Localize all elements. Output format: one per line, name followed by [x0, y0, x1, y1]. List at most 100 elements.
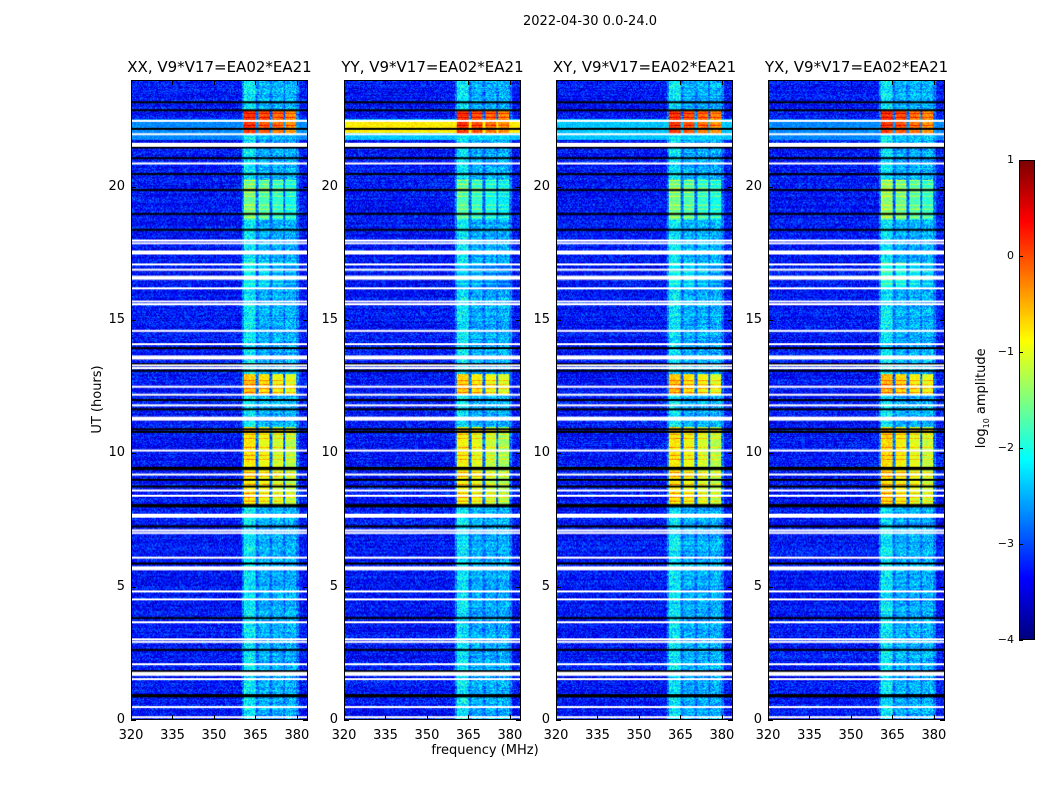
y-tick-mark [940, 186, 945, 188]
y-tick-mark [516, 453, 521, 455]
colorbar-label: log10 amplitude [974, 331, 991, 466]
y-tick-mark [303, 720, 308, 721]
panel-title: XY, V9*V17=EA02*EA21 [552, 58, 737, 76]
x-tick-mark [892, 715, 894, 720]
x-tick-mark [809, 80, 811, 85]
y-tick-label: 0 [116, 712, 125, 727]
spectrogram-panel: YY, V9*V17=EA02*EA21 320 335 350 365 380 0 5 10 1… [321, 58, 523, 743]
x-tick-mark [131, 715, 132, 720]
x-tick-label: 365 [668, 728, 693, 743]
x-tick-label: 380 [284, 728, 310, 743]
spectrogram-heatmap [131, 80, 308, 720]
colorbar-label-sub: 10 [981, 418, 991, 429]
y-tick-mark [768, 586, 773, 588]
x-tick-mark [385, 715, 387, 720]
y-tick-label: 5 [329, 578, 338, 594]
colorbar-tick-mark [1019, 544, 1023, 545]
x-tick-mark [509, 80, 511, 85]
y-tick-label: 0 [753, 712, 762, 727]
x-tick-mark [768, 715, 769, 720]
x-tick-label: 335 [160, 728, 185, 743]
y-tick-mark [131, 586, 136, 588]
y-tick-mark [516, 720, 521, 721]
x-tick-mark [296, 715, 298, 720]
y-tick-label: 10 [321, 445, 338, 461]
x-tick-mark [721, 80, 723, 85]
colorbar-label-suffix: amplitude [974, 348, 990, 419]
y-tick-mark [131, 720, 136, 721]
y-tick-mark [728, 186, 733, 188]
y-tick-label: 5 [116, 578, 125, 594]
y-tick-mark [768, 453, 773, 455]
colorbar-tick-label: −4 [997, 633, 1014, 646]
x-tick-mark [597, 715, 599, 720]
y-tick-label: 10 [533, 445, 550, 461]
x-tick-mark [850, 715, 852, 720]
y-tick-mark [303, 453, 308, 455]
y-tick-label: 10 [745, 445, 762, 461]
x-tick-label: 365 [456, 728, 481, 743]
x-tick-label: 380 [709, 728, 735, 743]
panel-title: XX, V9*V17=EA02*EA21 [127, 58, 312, 76]
colorbar-tick-label: −1 [997, 345, 1014, 358]
y-tick-mark [940, 320, 945, 321]
x-tick-mark [468, 715, 470, 720]
spectrogram-panel: XY, V9*V17=EA02*EA21 320 335 350 365 380 0 5 10 1… [533, 58, 736, 743]
x-tick-label: 320 [118, 728, 144, 743]
y-tick-mark [728, 720, 733, 721]
x-tick-label: 335 [585, 728, 610, 743]
x-tick-mark [255, 715, 257, 720]
x-tick-mark [638, 80, 640, 85]
x-tick-mark [131, 80, 132, 85]
y-tick-label: 15 [533, 312, 550, 327]
y-tick-mark [556, 720, 561, 721]
x-tick-mark [933, 80, 935, 85]
y-tick-label: 20 [108, 178, 125, 194]
x-tick-mark [850, 80, 852, 85]
y-tick-label: 10 [108, 445, 125, 461]
x-tick-mark [638, 715, 640, 720]
y-tick-mark [516, 586, 521, 588]
x-tick-mark [385, 80, 387, 85]
x-tick-mark [213, 715, 215, 720]
y-tick-mark [303, 586, 308, 588]
x-tick-label: 320 [543, 728, 569, 743]
x-tick-mark [344, 80, 345, 85]
x-tick-label: 380 [921, 728, 947, 743]
y-tick-mark [556, 586, 561, 588]
y-tick-label: 0 [541, 712, 550, 727]
x-tick-mark [892, 80, 894, 85]
panel-title: YY, V9*V17=EA02*EA21 [341, 58, 524, 76]
x-tick-mark [721, 715, 723, 720]
x-tick-mark [426, 715, 428, 720]
x-tick-mark [255, 80, 257, 85]
x-tick-label: 350 [201, 728, 227, 743]
colorbar-tick-label: 1 [1007, 153, 1014, 166]
y-tick-mark [556, 186, 561, 188]
y-tick-mark [344, 186, 349, 188]
colorbar-label-prefix: log [974, 428, 990, 449]
y-tick-mark [344, 453, 349, 455]
y-tick-label: 20 [321, 178, 338, 194]
y-tick-mark [940, 720, 945, 721]
x-tick-mark [296, 80, 298, 85]
y-tick-label: 15 [745, 312, 762, 327]
x-tick-mark [344, 715, 345, 720]
y-tick-label: 20 [745, 178, 762, 194]
y-tick-mark [303, 320, 308, 321]
y-tick-mark [728, 453, 733, 455]
y-tick-mark [131, 320, 136, 321]
colorbar-tick-label: 0 [1007, 249, 1014, 262]
x-tick-mark [680, 80, 682, 85]
y-tick-mark [728, 586, 733, 588]
y-axis-label: UT (hours) [90, 365, 105, 434]
panel-title: YX, V9*V17=EA02*EA21 [764, 58, 949, 76]
colorbar-tick-mark [1019, 640, 1023, 641]
y-tick-mark [728, 320, 733, 321]
x-tick-mark [213, 80, 215, 85]
x-tick-mark [172, 715, 174, 720]
colorbar-tick-mark [1019, 160, 1023, 161]
y-tick-label: 15 [108, 312, 125, 327]
y-tick-mark [131, 453, 136, 455]
x-tick-mark [426, 80, 428, 85]
